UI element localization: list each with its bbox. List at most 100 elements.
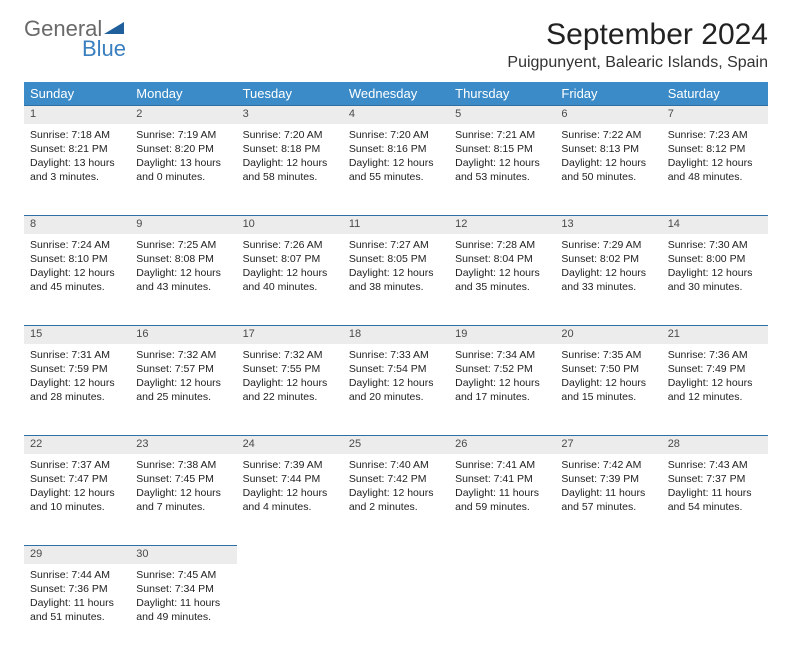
- day-cell: Sunrise: 7:38 AMSunset: 7:45 PMDaylight:…: [130, 454, 236, 546]
- day-cell: [449, 564, 555, 656]
- day-cell: Sunrise: 7:39 AMSunset: 7:44 PMDaylight:…: [237, 454, 343, 546]
- daylight-line: Daylight: 12 hours and 20 minutes.: [349, 376, 443, 404]
- sunset-line: Sunset: 7:47 PM: [30, 472, 124, 486]
- day-number-row: 15161718192021: [24, 326, 768, 344]
- day-cell: [555, 564, 661, 656]
- day-content: Sunrise: 7:26 AMSunset: 8:07 PMDaylight:…: [237, 234, 343, 303]
- day-cell: Sunrise: 7:26 AMSunset: 8:07 PMDaylight:…: [237, 234, 343, 326]
- day-content: Sunrise: 7:42 AMSunset: 7:39 PMDaylight:…: [555, 454, 661, 523]
- daylight-line: Daylight: 12 hours and 33 minutes.: [561, 266, 655, 294]
- sunrise-line: Sunrise: 7:43 AM: [668, 458, 762, 472]
- day-number: 5: [449, 106, 555, 124]
- sunrise-line: Sunrise: 7:41 AM: [455, 458, 549, 472]
- day-content: Sunrise: 7:29 AMSunset: 8:02 PMDaylight:…: [555, 234, 661, 303]
- day-number: 6: [555, 106, 661, 124]
- day-cell: Sunrise: 7:45 AMSunset: 7:34 PMDaylight:…: [130, 564, 236, 656]
- sunrise-line: Sunrise: 7:40 AM: [349, 458, 443, 472]
- sunset-line: Sunset: 7:49 PM: [668, 362, 762, 376]
- sunset-line: Sunset: 8:16 PM: [349, 142, 443, 156]
- page-header: General Blue September 2024 Puigpunyent,…: [24, 18, 768, 72]
- day-number: 24: [237, 436, 343, 454]
- sunrise-line: Sunrise: 7:24 AM: [30, 238, 124, 252]
- day-number: 17: [237, 326, 343, 344]
- day-cell: Sunrise: 7:32 AMSunset: 7:57 PMDaylight:…: [130, 344, 236, 436]
- sunset-line: Sunset: 8:10 PM: [30, 252, 124, 266]
- day-number: 16: [130, 326, 236, 344]
- week-row: Sunrise: 7:24 AMSunset: 8:10 PM Daylight:…: [24, 234, 768, 326]
- day-cell: Sunrise: 7:34 AMSunset: 7:52 PMDaylight:…: [449, 344, 555, 436]
- sunset-line: Sunset: 7:39 PM: [561, 472, 655, 486]
- sunset-line: Sunset: 8:21 PM: [30, 142, 124, 156]
- day-number: 11: [343, 216, 449, 234]
- day-cell: Sunrise: 7:20 AMSunset: 8:18 PMDaylight:…: [237, 124, 343, 216]
- location: Puigpunyent, Balearic Islands, Spain: [507, 54, 768, 72]
- daylight-line: Daylight: 12 hours and 43 minutes.: [136, 266, 230, 294]
- sunset-line: Sunset: 8:07 PM: [243, 252, 337, 266]
- day-cell: [343, 564, 449, 656]
- day-cell: Sunrise: 7:44 AMSunset: 7:36 PMDaylight:…: [24, 564, 130, 656]
- sunrise-line: Sunrise: 7:37 AM: [30, 458, 124, 472]
- sunrise-line: Sunrise: 7:23 AM: [668, 128, 762, 142]
- day-number: 25: [343, 436, 449, 454]
- day-content: Sunrise: 7:35 AMSunset: 7:50 PMDaylight:…: [555, 344, 661, 413]
- sunset-line: Sunset: 7:55 PM: [243, 362, 337, 376]
- daylight-line: Daylight: 12 hours and 25 minutes.: [136, 376, 230, 404]
- day-number: 15: [24, 326, 130, 344]
- day-cell: Sunrise: 7:28 AMSunset: 8:04 PMDaylight:…: [449, 234, 555, 326]
- sunrise-line: Sunrise: 7:44 AM: [30, 568, 124, 582]
- day-content: Sunrise: 7:20 AMSunset: 8:16 PMDaylight:…: [343, 124, 449, 193]
- day-number: 19: [449, 326, 555, 344]
- day-cell: Sunrise: 7:30 AMSunset: 8:00 PMDaylight:…: [662, 234, 768, 326]
- daylight-line: Daylight: 12 hours and 28 minutes.: [30, 376, 124, 404]
- logo-text-2: Blue: [82, 38, 126, 60]
- day-number: 14: [662, 216, 768, 234]
- day-number: 18: [343, 326, 449, 344]
- day-content: Sunrise: 7:25 AMSunset: 8:08 PMDaylight:…: [130, 234, 236, 303]
- day-cell: Sunrise: 7:42 AMSunset: 7:39 PMDaylight:…: [555, 454, 661, 546]
- sunrise-line: Sunrise: 7:31 AM: [30, 348, 124, 362]
- day-cell: Sunrise: 7:24 AMSunset: 8:10 PMDaylight:…: [24, 234, 130, 326]
- sunrise-line: Sunrise: 7:42 AM: [561, 458, 655, 472]
- day-cell: Sunrise: 7:18 AMSunset: 8:21 PMDaylight:…: [24, 124, 130, 216]
- day-number: 21: [662, 326, 768, 344]
- day-number: 23: [130, 436, 236, 454]
- day-content: Sunrise: 7:38 AMSunset: 7:45 PMDaylight:…: [130, 454, 236, 523]
- sunrise-line: Sunrise: 7:30 AM: [668, 238, 762, 252]
- day-number: 4: [343, 106, 449, 124]
- sunset-line: Sunset: 8:00 PM: [668, 252, 762, 266]
- day-cell: [237, 564, 343, 656]
- daylight-line: Daylight: 12 hours and 30 minutes.: [668, 266, 762, 294]
- day-content: Sunrise: 7:21 AMSunset: 8:15 PMDaylight:…: [449, 124, 555, 193]
- daylight-line: Daylight: 11 hours and 57 minutes.: [561, 486, 655, 514]
- sunrise-line: Sunrise: 7:28 AM: [455, 238, 549, 252]
- day-content: Sunrise: 7:43 AMSunset: 7:37 PMDaylight:…: [662, 454, 768, 523]
- sunset-line: Sunset: 7:34 PM: [136, 582, 230, 596]
- day-cell: Sunrise: 7:20 AMSunset: 8:16 PMDaylight:…: [343, 124, 449, 216]
- sunrise-line: Sunrise: 7:25 AM: [136, 238, 230, 252]
- day-cell: Sunrise: 7:31 AMSunset: 7:59 PMDaylight:…: [24, 344, 130, 436]
- sunset-line: Sunset: 8:04 PM: [455, 252, 549, 266]
- sunset-line: Sunset: 7:42 PM: [349, 472, 443, 486]
- daylight-line: Daylight: 12 hours and 38 minutes.: [349, 266, 443, 294]
- sunset-line: Sunset: 7:50 PM: [561, 362, 655, 376]
- weekday-header: Saturday: [662, 82, 768, 106]
- daylight-line: Daylight: 12 hours and 10 minutes.: [30, 486, 124, 514]
- day-number: 10: [237, 216, 343, 234]
- day-content: Sunrise: 7:23 AMSunset: 8:12 PMDaylight:…: [662, 124, 768, 193]
- title-block: September 2024 Puigpunyent, Balearic Isl…: [507, 18, 768, 72]
- sunset-line: Sunset: 7:41 PM: [455, 472, 549, 486]
- weekday-header: Thursday: [449, 82, 555, 106]
- day-number: 30: [130, 546, 236, 564]
- daylight-line: Daylight: 12 hours and 58 minutes.: [243, 156, 337, 184]
- weekday-header: Wednesday: [343, 82, 449, 106]
- day-content: Sunrise: 7:44 AMSunset: 7:36 PMDaylight:…: [24, 564, 130, 633]
- day-number: [343, 546, 449, 564]
- sunrise-line: Sunrise: 7:19 AM: [136, 128, 230, 142]
- day-content: Sunrise: 7:36 AMSunset: 7:49 PMDaylight:…: [662, 344, 768, 413]
- sunrise-line: Sunrise: 7:39 AM: [243, 458, 337, 472]
- day-number: 20: [555, 326, 661, 344]
- day-cell: Sunrise: 7:29 AMSunset: 8:02 PMDaylight:…: [555, 234, 661, 326]
- day-cell: Sunrise: 7:37 AMSunset: 7:47 PMDaylight:…: [24, 454, 130, 546]
- daylight-line: Daylight: 12 hours and 35 minutes.: [455, 266, 549, 294]
- day-content: Sunrise: 7:45 AMSunset: 7:34 PMDaylight:…: [130, 564, 236, 633]
